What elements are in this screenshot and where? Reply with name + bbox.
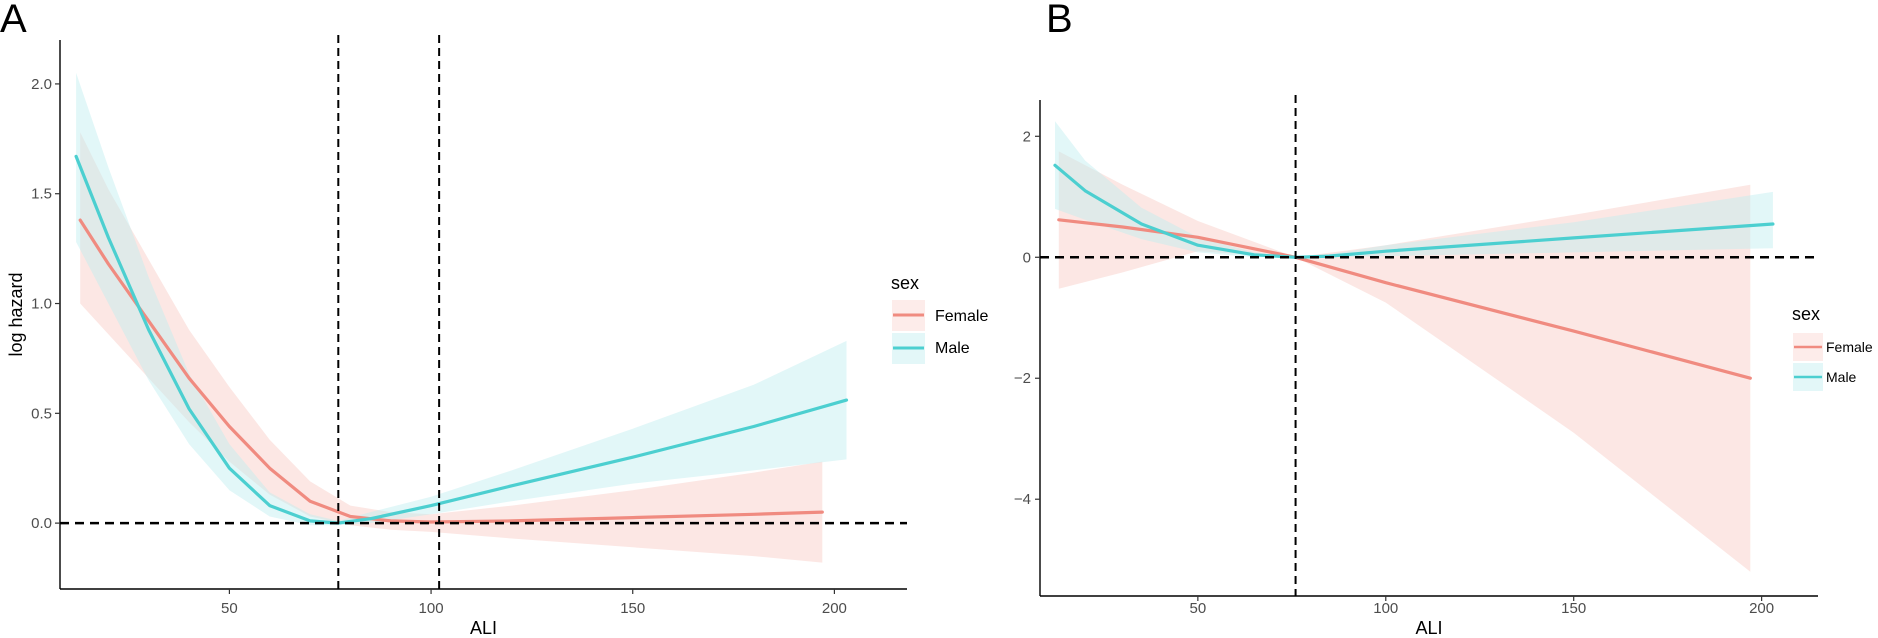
panel-b-ci-band-female bbox=[1058, 151, 1751, 572]
panel-b-tick-labels: −4 −2 0 2 50 100 150 200 bbox=[1014, 128, 1774, 617]
panel-a-y-axis-title: log hazard bbox=[6, 272, 26, 356]
panel-a-y-tick-label: 1.5 bbox=[31, 186, 52, 203]
panel-a-legend: sex Female Male bbox=[891, 273, 988, 364]
panel-a-legend-title: sex bbox=[891, 273, 919, 293]
panel-b-legend-label-female: Female bbox=[1826, 339, 1873, 355]
panel-a-y-tick-label: 0.0 bbox=[31, 515, 52, 532]
panel-a-series-line-female bbox=[78, 218, 824, 524]
panel-a-x-tick-label: 150 bbox=[620, 600, 645, 617]
panel-a-y-tick-label: 2.0 bbox=[31, 76, 52, 93]
panel-a-ci-band-female bbox=[80, 132, 823, 563]
panel-a-y-tick-label: 0.5 bbox=[31, 405, 52, 422]
panel-a-tick-labels: 0.0 0.5 1.0 1.5 2.0 50 100 150 200 bbox=[31, 76, 847, 617]
panel-a-legend-label-male: Male bbox=[935, 340, 970, 357]
panel-a-confidence-bands bbox=[76, 72, 847, 563]
panel-a-axes bbox=[55, 40, 907, 594]
panel-b-letter: B bbox=[1046, 0, 1073, 41]
panel-b-reference-lines bbox=[1040, 95, 1818, 596]
panel-b-y-tick-label: 2 bbox=[1023, 128, 1031, 145]
panel-a-legend-label-female: Female bbox=[935, 308, 988, 325]
panel-b-confidence-bands bbox=[1055, 121, 1773, 572]
panel-b-x-axis-title: ALI bbox=[1415, 618, 1442, 638]
panel-a-x-axis-title: ALI bbox=[470, 618, 497, 638]
panel-b-axes bbox=[1035, 100, 1818, 601]
panel-b-series-line-male bbox=[1053, 163, 1775, 259]
panel-b-chart: −4 −2 0 2 50 100 150 200 ALI sex Female Male bbox=[1014, 95, 1873, 638]
panel-b-y-tick-label: 0 bbox=[1023, 249, 1031, 266]
panel-b-legend: sex Female Male bbox=[1792, 304, 1873, 391]
panel-b-legend-label-male: Male bbox=[1826, 369, 1857, 385]
panel-a-x-tick-label: 100 bbox=[419, 600, 444, 617]
panel-b-legend-title: sex bbox=[1792, 304, 1820, 324]
panel-a-x-tick-label: 50 bbox=[221, 600, 238, 617]
panel-b-x-tick-label: 150 bbox=[1561, 600, 1586, 617]
panel-a-ci-band-male bbox=[76, 72, 847, 526]
panel-a-reference-lines bbox=[60, 35, 907, 589]
panel-a-series-lines bbox=[74, 154, 849, 525]
panel-b-y-tick-label: −2 bbox=[1014, 370, 1031, 387]
panel-b-x-tick-label: 100 bbox=[1373, 600, 1398, 617]
panel-b-x-tick-label: 200 bbox=[1749, 600, 1774, 617]
panel-a-letter: A bbox=[0, 0, 27, 41]
panel-b-ci-band-male bbox=[1055, 121, 1773, 258]
panel-a-chart: 0.0 0.5 1.0 1.5 2.0 50 100 150 200 ALI log hazar… bbox=[6, 35, 988, 638]
panel-a-x-tick-label: 200 bbox=[822, 600, 847, 617]
panel-b-x-tick-label: 50 bbox=[1190, 600, 1207, 617]
panel-b-y-tick-label: −4 bbox=[1014, 491, 1031, 508]
panel-a-y-tick-label: 1.0 bbox=[31, 296, 52, 313]
panel-a-series-line-male bbox=[74, 154, 849, 525]
